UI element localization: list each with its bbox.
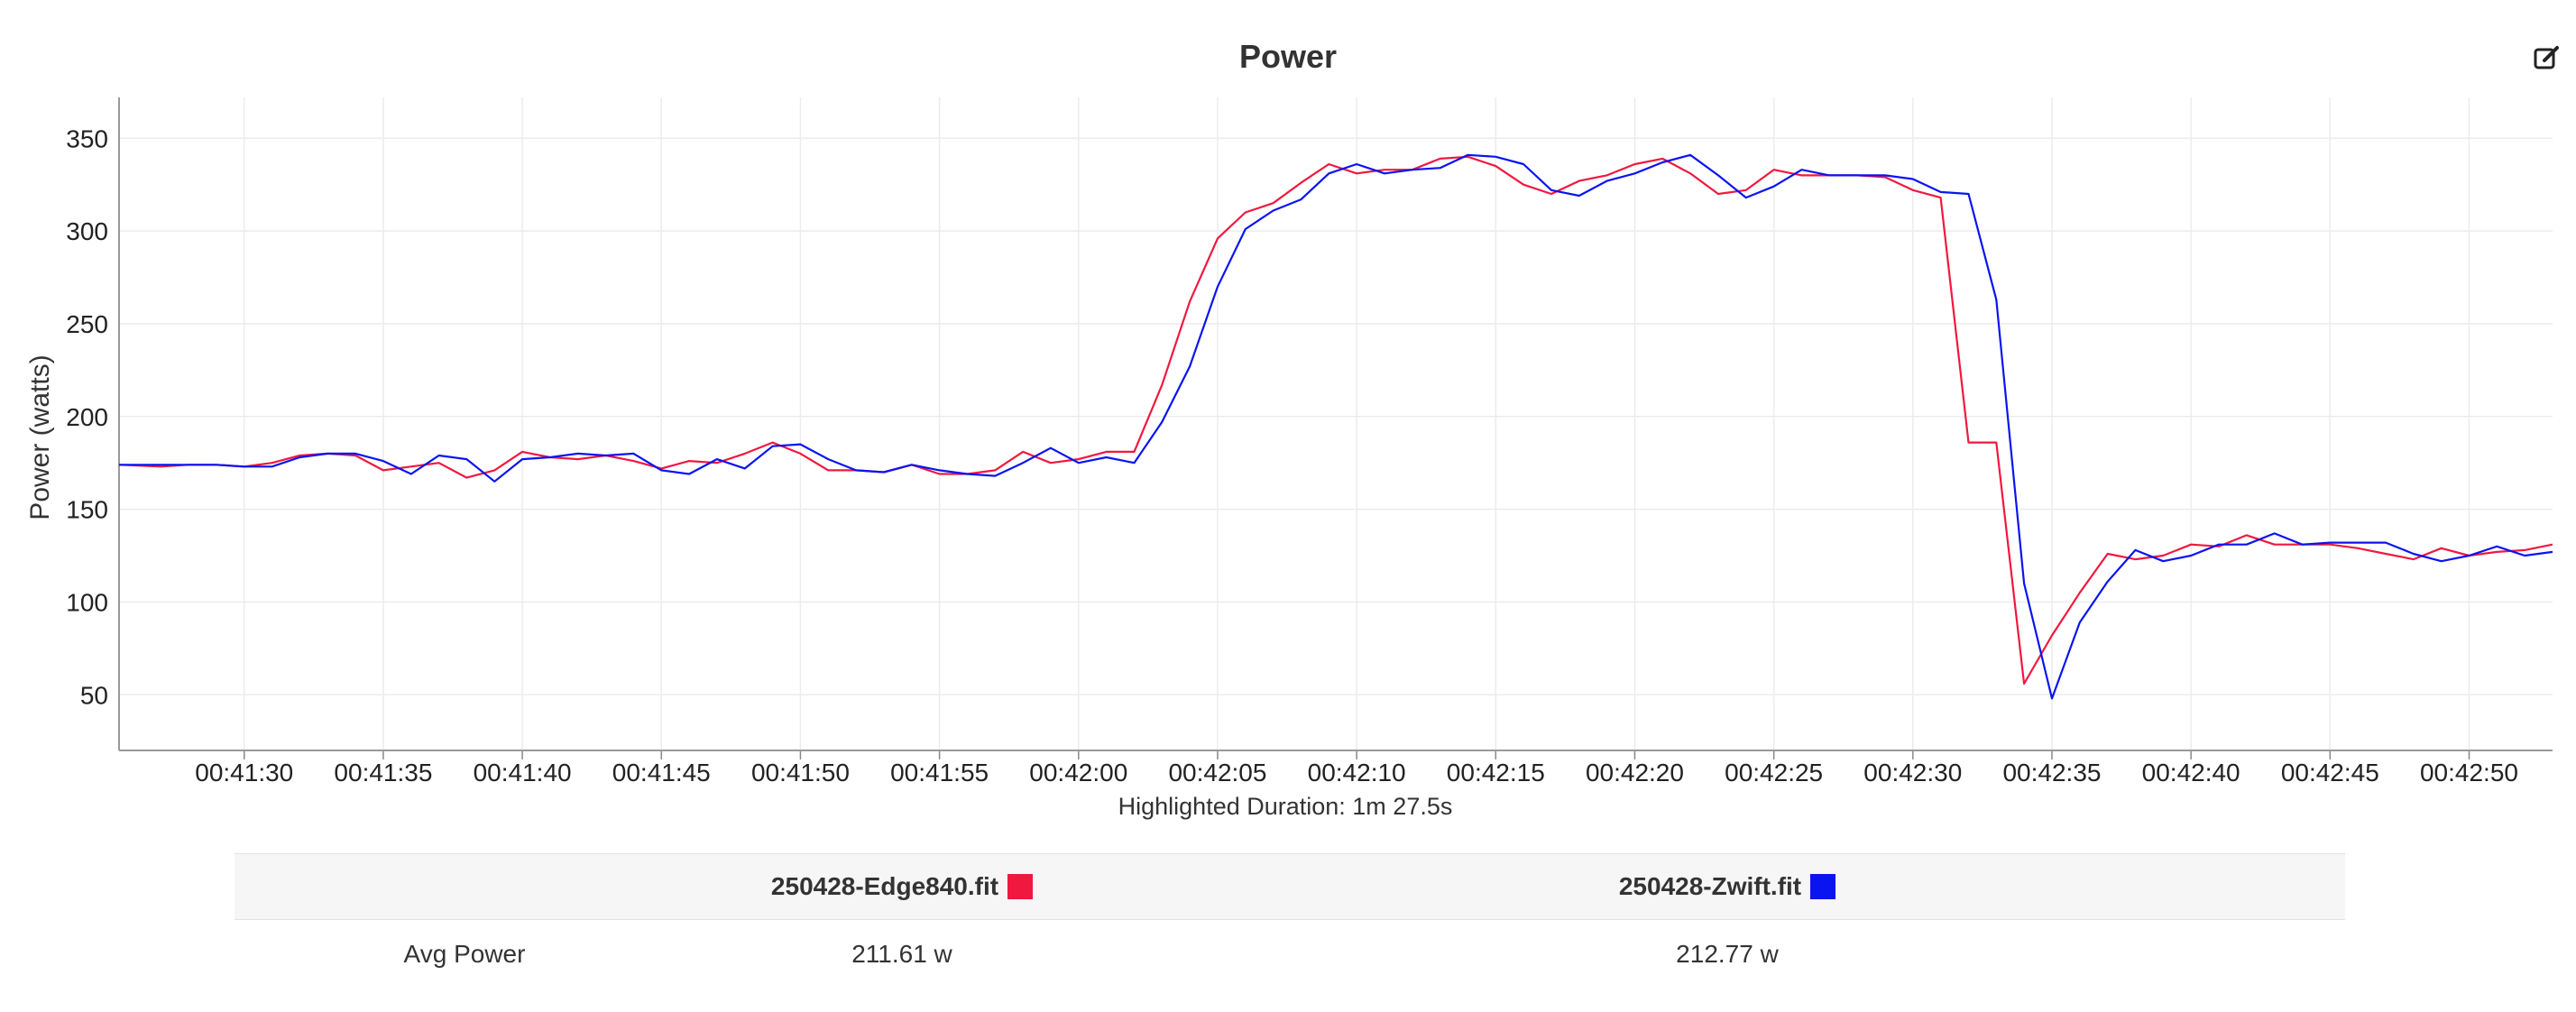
- x-tick-label: 00:42:25: [1725, 759, 1823, 787]
- edge840-color-swatch: [1007, 874, 1034, 899]
- x-tick-label: 00:42:30: [1863, 759, 1962, 787]
- grid-layer: [119, 97, 2553, 750]
- x-tick-labels: 00:41:30 00:41:35 00:41:40 00:41:45 00:41:50…: [195, 759, 2518, 787]
- series-layer: [118, 153, 2553, 700]
- chart-title: Power: [1238, 38, 1338, 75]
- file-header-edge840: 250428-Edge840.fit: [428, 854, 1375, 919]
- file-name-edge840: 250428-Edge840.fit: [770, 872, 999, 900]
- x-tick-label: 00:41:50: [751, 759, 850, 787]
- series-line-edge840: [118, 155, 2553, 685]
- x-tick-label: 00:42:50: [2420, 759, 2518, 787]
- table-row: Avg Power 211.61 w 212.77 w: [235, 920, 2345, 989]
- x-tick-label: 00:42:35: [2002, 759, 2101, 787]
- y-tick-label: 250: [66, 310, 108, 338]
- file-header-zwift: 250428-Zwift.fit: [1254, 854, 2201, 919]
- x-tick-label: 00:42:10: [1308, 759, 1406, 787]
- avg-power-zwift: 212.77 w: [1676, 940, 1779, 968]
- y-tick-label: 200: [66, 403, 108, 431]
- x-tick-label: 00:41:35: [334, 759, 432, 787]
- y-tick-label: 300: [66, 217, 108, 245]
- x-tick-label: 00:41:55: [890, 759, 989, 787]
- row-label-avg-power: Avg Power: [403, 940, 526, 968]
- series-line-zwift: [119, 153, 2553, 700]
- summary-table: 250428-Edge840.fit 250428-Zwift.fit Avg …: [235, 853, 2345, 989]
- highlighted-duration-label: Highlighted Duration: 1m 27.5s: [1118, 793, 1453, 820]
- x-tick-label: 00:42:05: [1168, 759, 1266, 787]
- y-tick-labels: 50 100 150 200 250 300 350: [66, 124, 108, 709]
- y-tick-label: 50: [80, 681, 108, 709]
- y-tick-label: 150: [66, 496, 108, 524]
- x-tick-label: 00:41:30: [195, 759, 293, 787]
- x-tick-label: 00:42:20: [1586, 759, 1684, 787]
- x-tick-label: 00:42:00: [1029, 759, 1127, 787]
- x-tick-label: 00:42:15: [1447, 759, 1545, 787]
- y-tick-label: 100: [66, 588, 108, 616]
- axis-layer: [118, 97, 2553, 759]
- edit-icon[interactable]: [2533, 43, 2562, 72]
- avg-power-edge840: 211.61 w: [851, 940, 952, 968]
- y-tick-label: 350: [66, 124, 108, 152]
- file-name-zwift: 250428-Zwift.fit: [1618, 872, 1802, 900]
- x-tick-label: 00:42:40: [2142, 759, 2240, 787]
- x-tick-label: 00:41:45: [612, 759, 711, 787]
- y-axis-label: Power (watts): [25, 354, 55, 520]
- summary-header-row: 250428-Edge840.fit 250428-Zwift.fit: [235, 853, 2345, 920]
- x-tick-label: 00:42:45: [2281, 759, 2379, 787]
- x-tick-label: 00:41:40: [474, 759, 572, 787]
- zwift-color-swatch: [1810, 874, 1836, 899]
